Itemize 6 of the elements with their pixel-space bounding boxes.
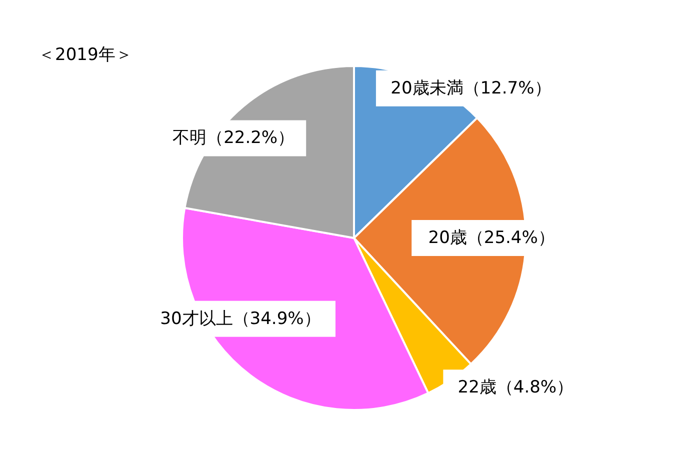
slice-label: 30才以上（34.9%） — [160, 308, 321, 329]
slice-label: 20歳未満（12.7%） — [390, 78, 552, 98]
chart-title: ＜2019年＞ — [38, 45, 132, 65]
slice-label: 20歳（25.4%） — [428, 228, 555, 248]
slice-label: 22歳（4.8%） — [458, 378, 574, 398]
slice-label: 不明（22.2%） — [172, 128, 295, 148]
